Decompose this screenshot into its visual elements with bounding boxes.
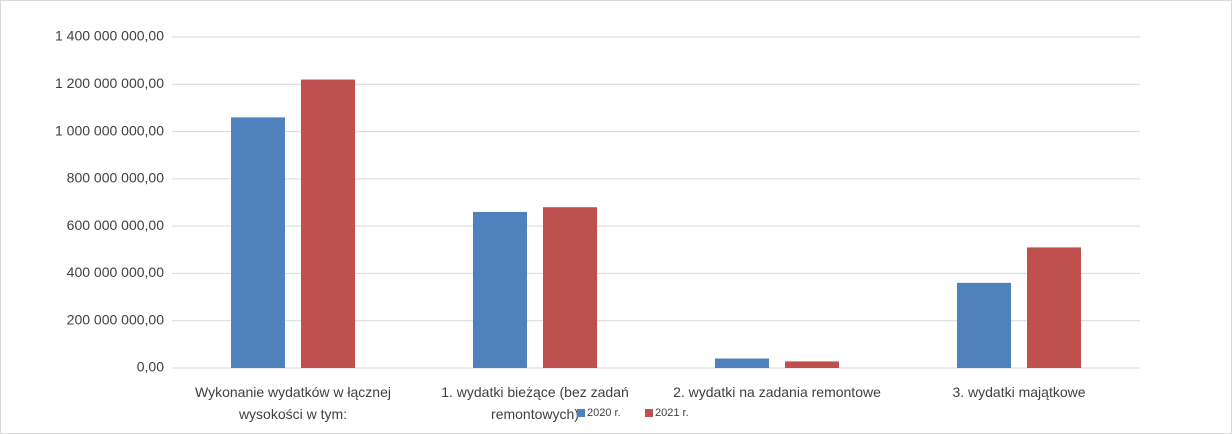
bar — [957, 282, 1011, 368]
y-tick-label: 1 200 000 000,00 — [55, 75, 164, 91]
x-tick-label: Wykonanie wydatków w łącznej wysokości w… — [195, 384, 391, 422]
bar — [1027, 247, 1081, 368]
y-tick-label: 1 000 000 000,00 — [55, 122, 164, 138]
x-tick-label: 3. wydatki majątkowe — [952, 384, 1086, 400]
y-tick-label: 1 400 000 000,00 — [55, 28, 164, 44]
bar — [473, 211, 527, 368]
bar — [301, 79, 355, 369]
legend-label: 2021 r. — [655, 407, 689, 419]
bar — [231, 117, 285, 368]
bar — [785, 361, 839, 368]
x-tick-label: 1. wydatki bieżące (bez zadań remontowyc… — [441, 384, 629, 422]
bar — [543, 207, 597, 368]
y-tick-label: 800 000 000,00 — [67, 170, 165, 186]
y-tick-label: 0,00 — [137, 359, 164, 375]
y-tick-label: 200 000 000,00 — [67, 311, 165, 327]
bar — [715, 358, 769, 368]
legend-item: 2020 r. — [577, 407, 621, 419]
legend-swatch — [645, 409, 653, 417]
legend-item: 2021 r. — [645, 407, 689, 419]
y-tick-label: 600 000 000,00 — [67, 217, 165, 233]
legend-label: 2020 r. — [587, 407, 621, 419]
x-tick-label: 2. wydatki na zadania remontowe — [673, 384, 881, 400]
y-tick-label: 400 000 000,00 — [67, 264, 165, 280]
legend-swatch — [577, 409, 585, 417]
